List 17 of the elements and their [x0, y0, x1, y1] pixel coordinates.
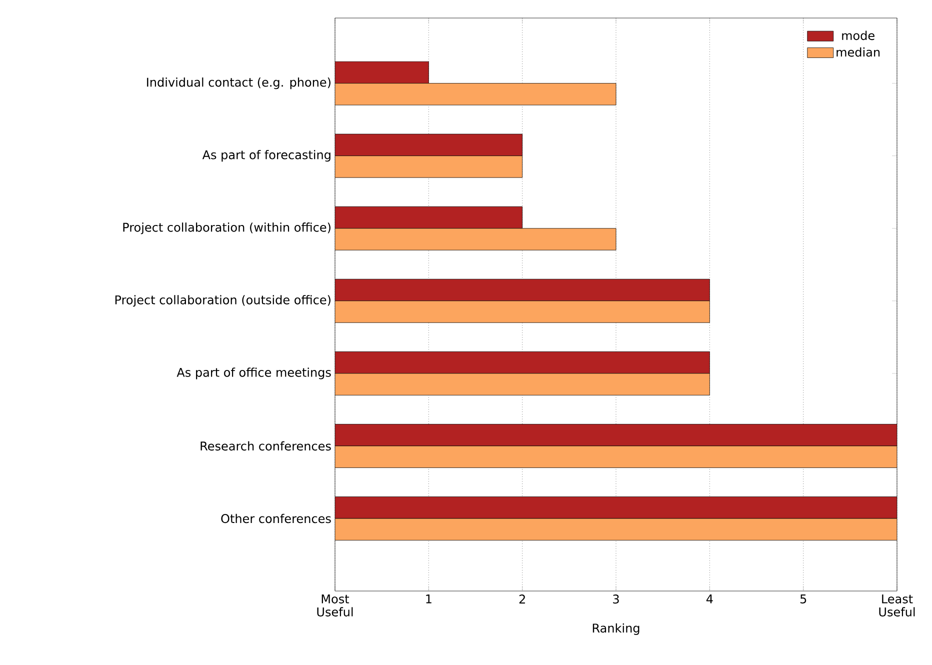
- x-axis-title: Ranking: [592, 623, 640, 635]
- x-tick-label: Most Useful: [317, 594, 353, 616]
- x-tick-label: 2: [519, 594, 525, 604]
- y-tick-label: Project collaboration (outside office): [115, 295, 330, 307]
- y-tick-label: Other conferences: [221, 514, 331, 524]
- x-tick-label: 3: [613, 594, 619, 604]
- y-tick-label: Project collaboration (within office): [123, 222, 330, 234]
- x-tick-label: 4: [706, 594, 713, 604]
- x-tick-label: 5: [800, 594, 806, 604]
- y-tick-label: As part of office meetings: [176, 368, 331, 380]
- y-tick-label: As part of forecasting: [202, 150, 330, 162]
- y-tick-label: Research conferences: [200, 441, 331, 451]
- x-tick-label: Least Useful: [879, 594, 915, 616]
- y-tick-label: Individual contact (e.g. phone): [147, 77, 330, 90]
- x-tick-label: 1: [426, 594, 432, 604]
- legend-label: mode: [842, 30, 874, 40]
- legend-label: median: [836, 47, 880, 57]
